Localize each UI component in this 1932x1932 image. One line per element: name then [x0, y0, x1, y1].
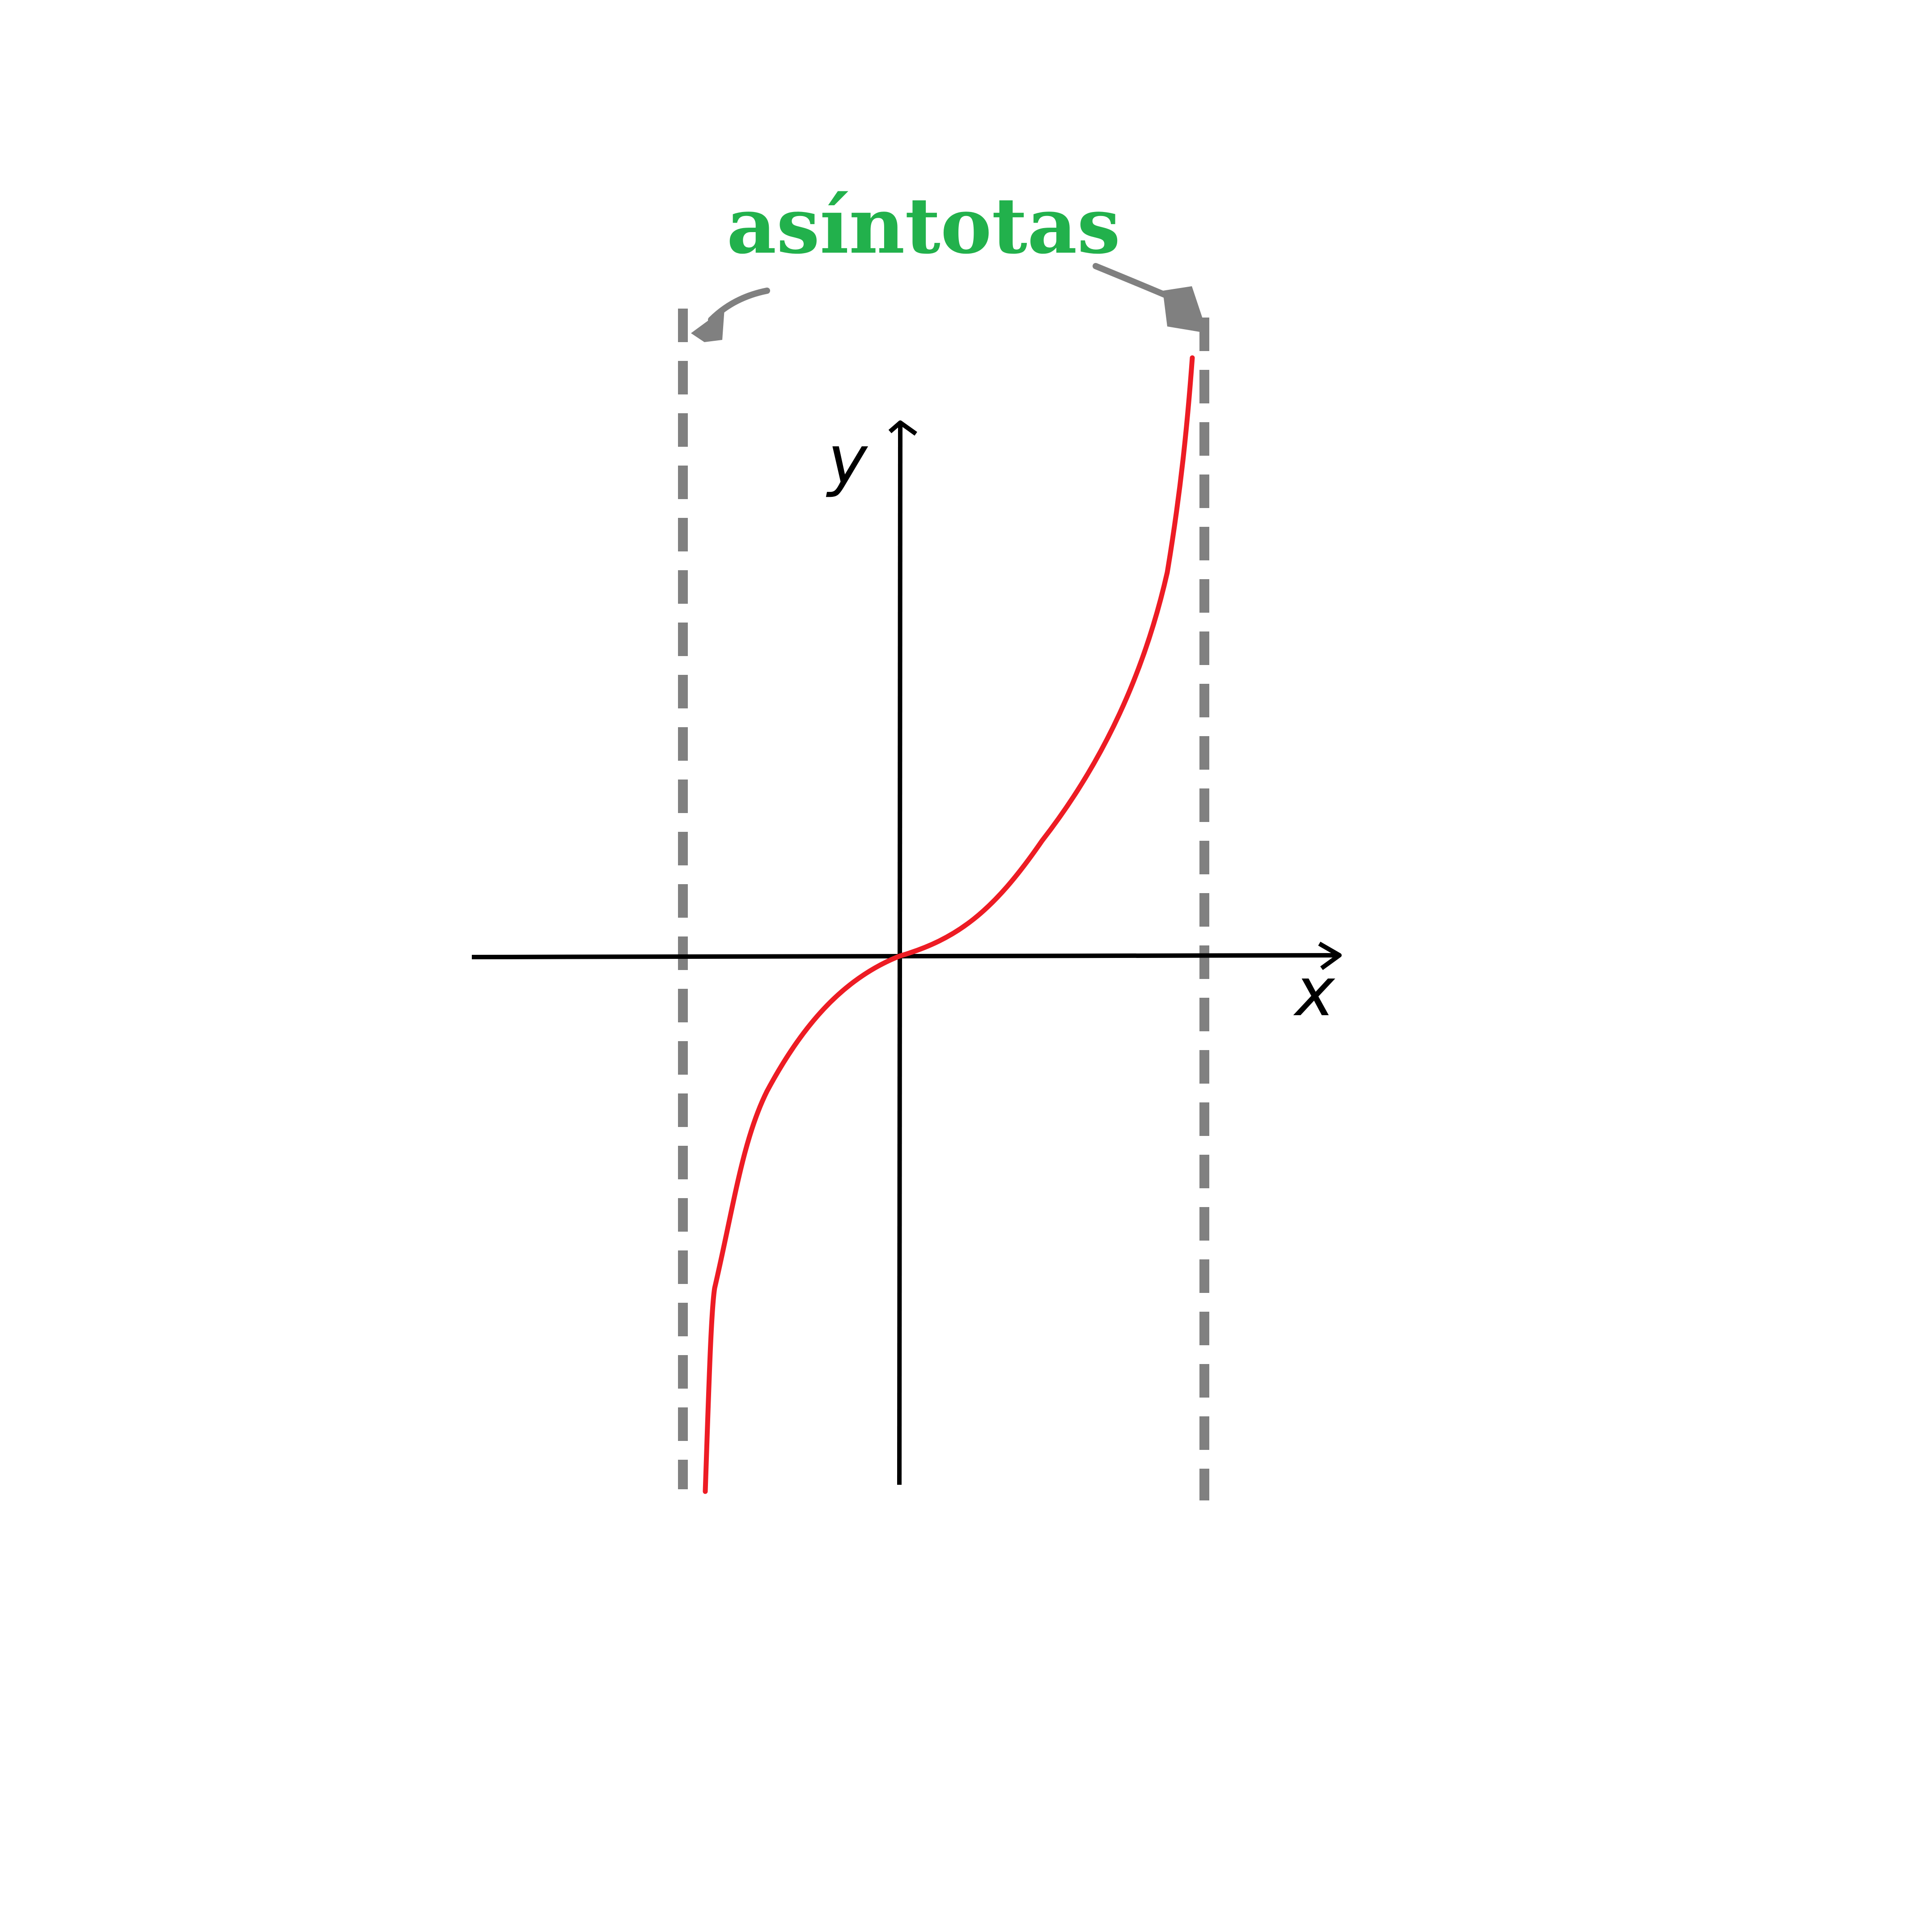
title-label: asíntotas [727, 180, 1121, 271]
function-curve [703, 355, 1195, 1494]
x-axis-arrowhead [1318, 941, 1342, 970]
right-pointer-arrowhead [1163, 286, 1208, 333]
left-pointer-arrowhead [691, 309, 724, 342]
y-axis-label: y [826, 421, 869, 499]
y-axis-arrowhead [888, 420, 917, 436]
x-axis-label: x [1293, 953, 1336, 1031]
